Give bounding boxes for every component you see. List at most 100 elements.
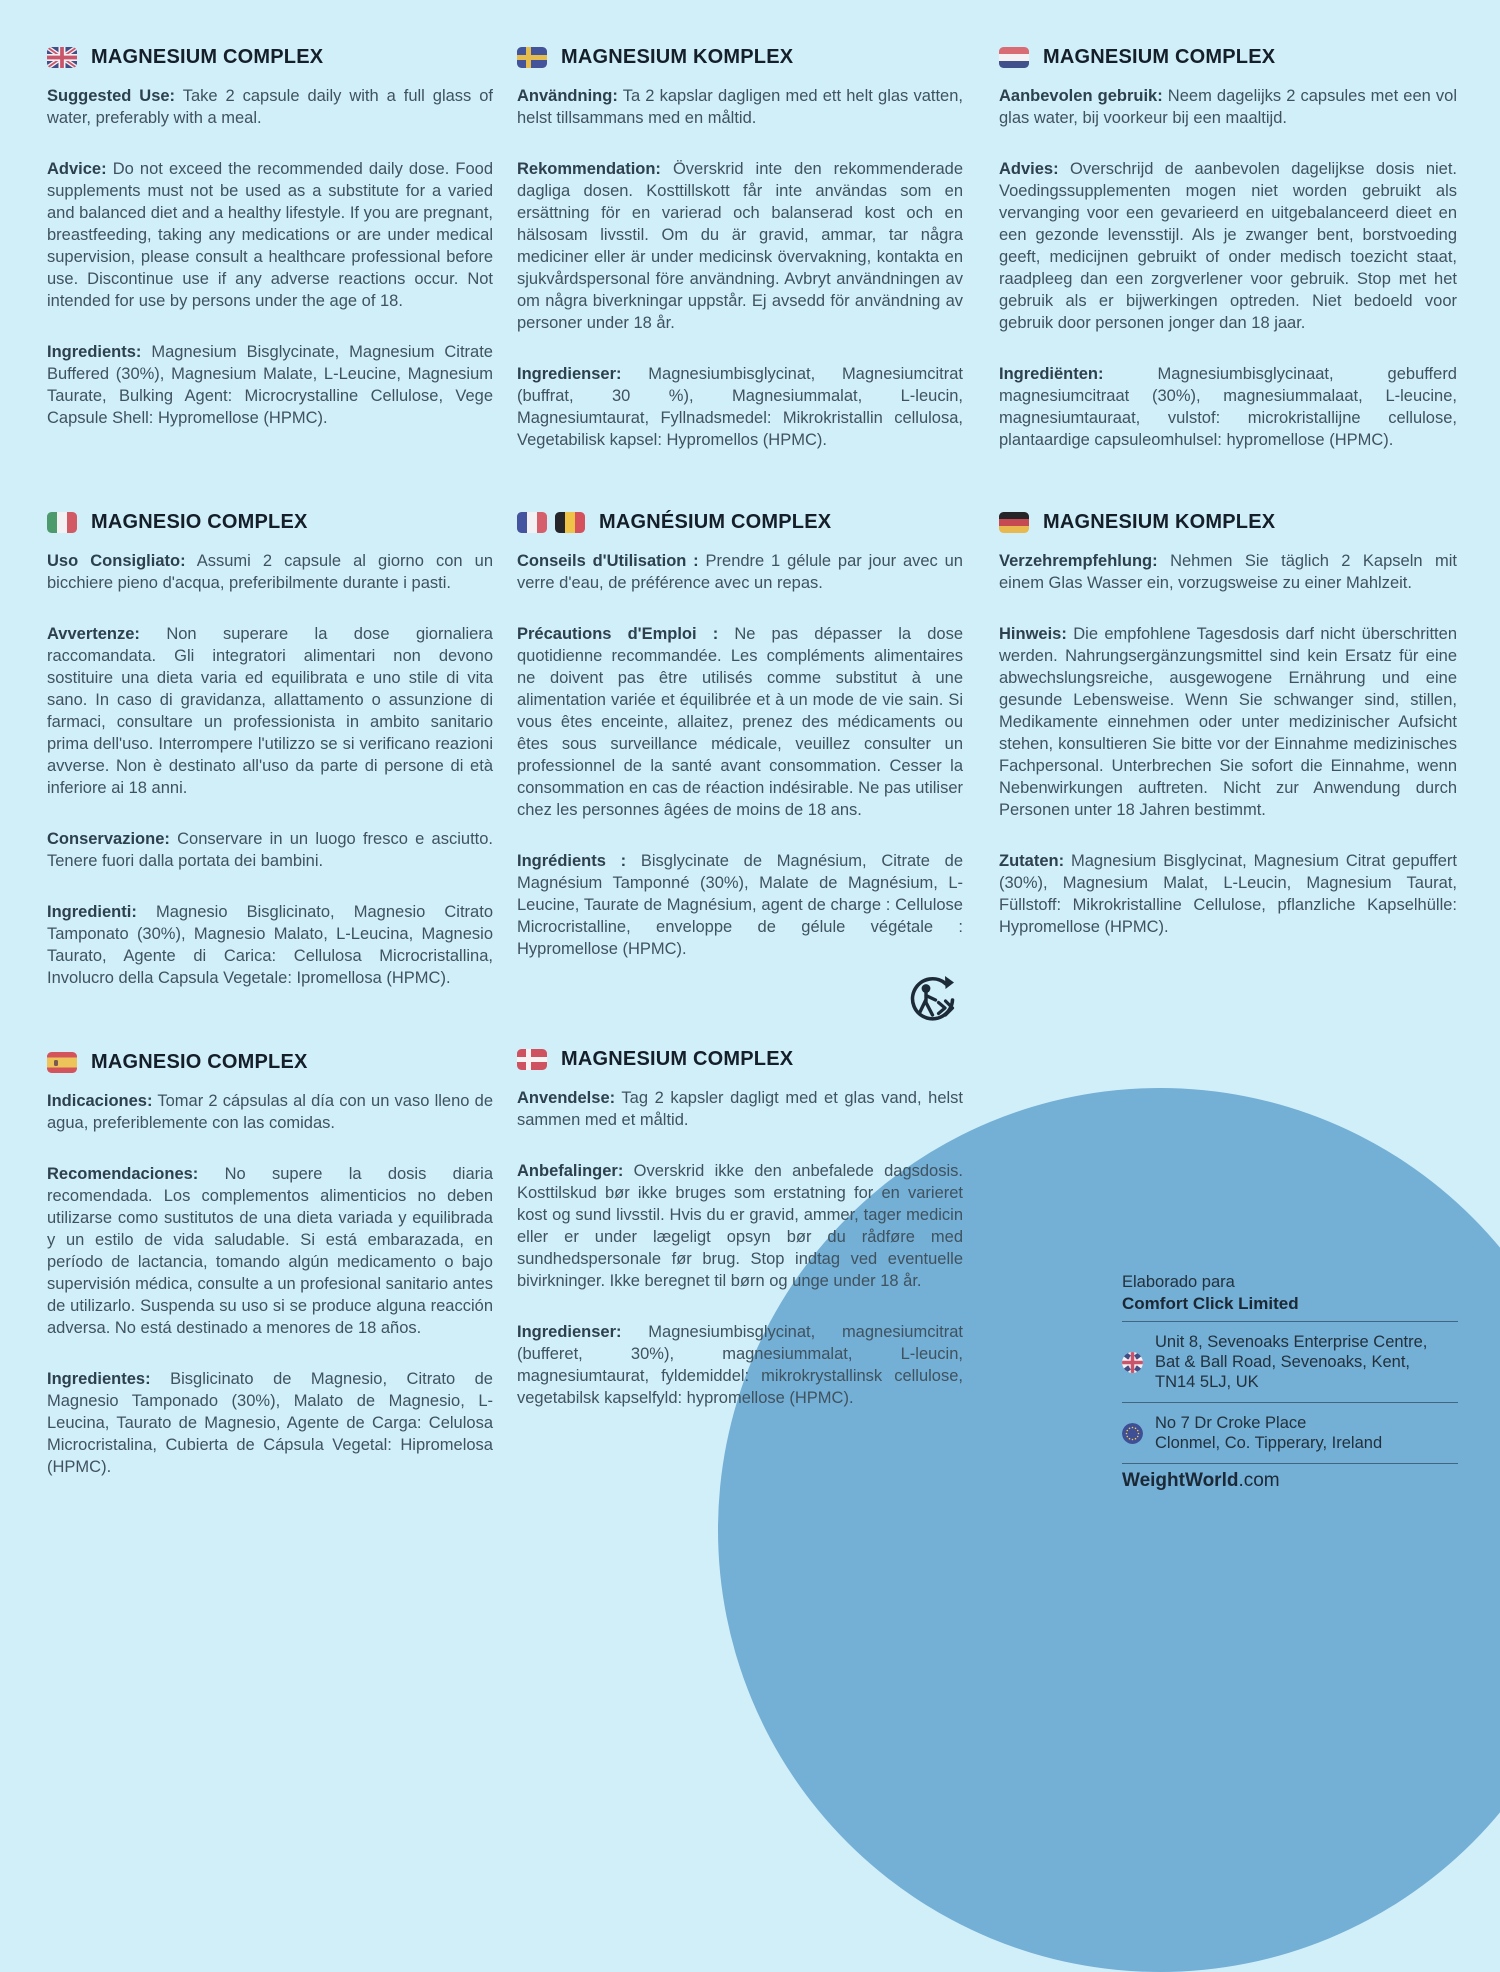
paragraph: Rekommendation: Överskrid inte den rekom…	[517, 158, 963, 334]
para-text: Magnesium Bisglycinat, Magnesium Citrat …	[999, 852, 1457, 936]
uk-flag-icon	[47, 46, 77, 68]
para-text: Bisglycinate de Magnésium, Citrate de Ma…	[517, 852, 963, 958]
paragraph: Anbefalinger: Overskrid ikke den anbefal…	[517, 1160, 963, 1292]
address-line: TN14 5LJ, UK	[1155, 1373, 1259, 1391]
para-label: Advice:	[47, 160, 107, 178]
spain-flag-icon	[47, 1051, 77, 1073]
para-text: Magnesiumbisglycinaat, gebufferd magnesi…	[999, 365, 1457, 449]
para-label: Användning:	[517, 87, 618, 105]
denmark-flag-icon	[517, 1048, 547, 1070]
para-label: Rekommendation:	[517, 160, 661, 178]
para-label: Recomendaciones:	[47, 1165, 199, 1183]
paragraph: Ingredienser: Magnesiumbisglycinat, magn…	[517, 1321, 963, 1409]
section-swedish: MAGNESIUM KOMPLEX Användning: Ta 2 kapsl…	[517, 46, 963, 451]
para-label: Avvertenze:	[47, 625, 140, 643]
section-title: MAGNESIO COMPLEX	[91, 1050, 308, 1073]
paragraph: Hinweis: Die empfohlene Tagesdosis darf …	[999, 623, 1457, 821]
paragraph: Användning: Ta 2 kapslar dagligen med et…	[517, 85, 963, 129]
para-label: Conservazione:	[47, 830, 170, 848]
section-title: MAGNESIUM COMPLEX	[1043, 45, 1276, 68]
paragraph: Ingredients: Magnesium Bisglycinate, Mag…	[47, 341, 493, 429]
para-label: Suggested Use:	[47, 87, 176, 105]
address-line: Clonmel, Co. Tipperary, Ireland	[1155, 1434, 1383, 1452]
para-text: Non superare la dose giornaliera raccoma…	[47, 625, 493, 797]
italy-flag-icon	[47, 511, 77, 533]
para-label: Anvendelse:	[517, 1089, 616, 1107]
paragraph: Recomendaciones: No supere la dosis diar…	[47, 1163, 493, 1339]
website-suffix: .com	[1238, 1470, 1280, 1491]
para-text: Overschrijd de aanbevolen dagelijkse dos…	[999, 160, 1458, 332]
manufacturer-block: Elaborado para Comfort Click Limited Uni…	[1122, 1272, 1458, 1492]
netherlands-flag-icon	[999, 46, 1029, 68]
uk-address-row: Unit 8, Sevenoaks Enterprise Centre, Bat…	[1122, 1328, 1458, 1396]
para-text: Magnesiumbisglycinat, Magnesiumcitrat (b…	[517, 365, 963, 449]
para-text: Magnesiumbisglycinat, magnesiumcitrat (b…	[517, 1323, 963, 1407]
para-text: Tag 2 kapsler dagligt med et glas vand, …	[517, 1089, 964, 1129]
para-label: Verzehrempfehlung:	[999, 552, 1158, 570]
para-label: Uso Consigliato:	[47, 552, 186, 570]
paragraph: Advies: Overschrijd de aanbevolen dageli…	[999, 158, 1457, 334]
para-label: Zutaten:	[999, 852, 1065, 870]
para-text: Prendre 1 gélule par jour avec un verre …	[517, 552, 963, 592]
section-spanish: MAGNESIO COMPLEX Indicaciones: Tomar 2 c…	[47, 1051, 493, 1478]
para-text: Bisglicinato de Magnesio, Citrato de Mag…	[47, 1370, 493, 1476]
divider	[1122, 1402, 1458, 1403]
section-italian: MAGNESIO COMPLEX Uso Consigliato: Assumi…	[47, 511, 493, 989]
section-header: MAGNESIO COMPLEX	[47, 1051, 493, 1073]
section-french: MAGNÉSIUM COMPLEX Conseils d'Utilisation…	[517, 511, 963, 960]
company-name: Comfort Click Limited	[1122, 1294, 1299, 1313]
section-title: MAGNÉSIUM COMPLEX	[599, 510, 832, 533]
para-text: Neem dagelijks 2 capsules met een vol gl…	[999, 87, 1457, 127]
paragraph: Ingrédients : Bisglycinate de Magnésium,…	[517, 850, 963, 960]
para-text: Overskrid ikke den anbefalede dagsdosis.…	[517, 1162, 963, 1290]
para-label: Aanbevolen gebruik:	[999, 87, 1163, 105]
paragraph: Advice: Do not exceed the recommended da…	[47, 158, 493, 312]
paragraph: Uso Consigliato: Assumi 2 capsule al gio…	[47, 550, 493, 594]
section-title: MAGNESIUM KOMPLEX	[1043, 510, 1276, 533]
paragraph: Indicaciones: Tomar 2 cápsulas al día co…	[47, 1090, 493, 1134]
section-header: MAGNESIUM KOMPLEX	[517, 46, 963, 68]
uk-flag-round-icon	[1122, 1351, 1143, 1373]
address-line: Bat & Ball Road, Sevenoaks, Kent,	[1155, 1353, 1410, 1371]
para-label: Ingredients:	[47, 343, 142, 361]
section-header: MAGNÉSIUM COMPLEX	[517, 511, 963, 533]
france-flag-icon	[517, 511, 547, 533]
section-header: MAGNESIUM COMPLEX	[517, 1048, 963, 1070]
website-url: WeightWorld.com	[1122, 1470, 1458, 1492]
section-title: MAGNESIUM COMPLEX	[91, 45, 324, 68]
para-text: Conservare in un luogo fresco e asciutto…	[47, 830, 493, 870]
paragraph: Avvertenze: Non superare la dose giornal…	[47, 623, 493, 799]
para-text: No supere la dosis diaria recomendada. L…	[47, 1165, 493, 1337]
paragraph: Zutaten: Magnesium Bisglycinat, Magnesiu…	[999, 850, 1457, 938]
divider	[1122, 1463, 1458, 1464]
section-header: MAGNESIUM COMPLEX	[47, 46, 493, 68]
para-label: Hinweis:	[999, 625, 1067, 643]
section-title: MAGNESIUM COMPLEX	[561, 1047, 794, 1070]
section-dutch: MAGNESIUM COMPLEX Aanbevolen gebruik: Ne…	[999, 46, 1457, 451]
section-english: MAGNESIUM COMPLEX Suggested Use: Take 2 …	[47, 46, 493, 429]
section-header: MAGNESIO COMPLEX	[47, 511, 493, 533]
para-label: Précautions d'Emploi :	[517, 625, 719, 643]
para-text: Ne pas dépasser la dose quotidienne reco…	[517, 625, 964, 819]
para-label: Ingrediënten:	[999, 365, 1104, 383]
sweden-flag-icon	[517, 46, 547, 68]
section-danish: MAGNESIUM COMPLEX Anvendelse: Tag 2 kaps…	[517, 1048, 963, 1409]
para-text: Nehmen Sie täglich 2 Kapseln mit einem G…	[999, 552, 1457, 592]
para-text: Do not exceed the recommended daily dose…	[47, 160, 493, 310]
para-text: Överskrid inte den rekommenderade daglig…	[517, 160, 964, 332]
para-label: Ingrédients :	[517, 852, 627, 870]
website-bold: WeightWorld	[1122, 1470, 1239, 1491]
para-text: Take 2 capsule daily with a full glass o…	[47, 87, 493, 127]
para-label: Ingredienti:	[47, 903, 137, 921]
divider	[1122, 1321, 1458, 1322]
paragraph: Verzehrempfehlung: Nehmen Sie täglich 2 …	[999, 550, 1457, 594]
section-header: MAGNESIUM KOMPLEX	[999, 511, 1457, 533]
para-text: Ta 2 kapslar dagligen med ett helt glas …	[517, 87, 963, 127]
address-line: No 7 Dr Croke Place	[1155, 1414, 1307, 1432]
made-for-label: Elaborado para	[1122, 1273, 1235, 1291]
paragraph: Suggested Use: Take 2 capsule daily with…	[47, 85, 493, 129]
paragraph: Conseils d'Utilisation : Prendre 1 gélul…	[517, 550, 963, 594]
section-german: MAGNESIUM KOMPLEX Verzehrempfehlung: Neh…	[999, 511, 1457, 938]
eu-flag-round-icon	[1122, 1422, 1143, 1444]
para-label: Indicaciones:	[47, 1092, 153, 1110]
